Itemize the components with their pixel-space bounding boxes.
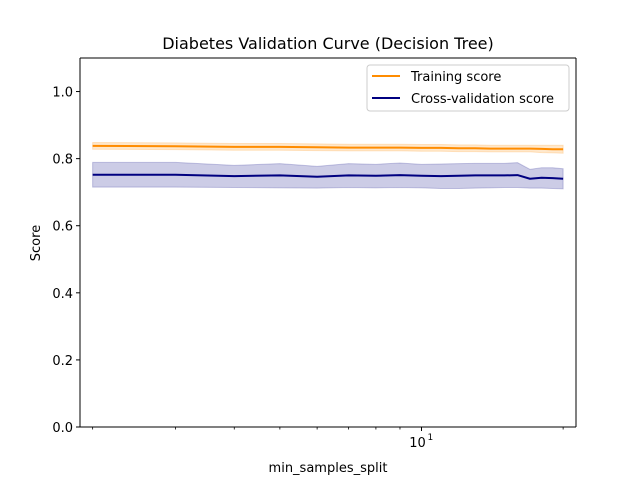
y-axis-label: Score	[29, 225, 44, 261]
chart-title: Diabetes Validation Curve (Decision Tree…	[162, 34, 494, 53]
legend-frame	[366, 64, 570, 112]
series-lines	[92, 144, 564, 180]
x-tick-label: 10	[409, 436, 426, 451]
axes	[79, 57, 577, 428]
x-tick-exponent: 1	[428, 433, 434, 443]
y-tick-label: 0.2	[52, 354, 73, 369]
training-score-line	[92, 144, 564, 151]
y-tick-label: 0.0	[52, 421, 73, 436]
x-axis-label: min_samples_split	[269, 461, 388, 476]
legend-label-training-score: Training score	[410, 70, 501, 85]
y-tick-label: 1.0	[52, 86, 73, 101]
y-tick-label: 0.4	[52, 287, 73, 302]
legend-label-cross-validation-score: Cross-validation score	[411, 92, 554, 107]
legend: Training score Cross-validation score	[366, 64, 570, 112]
cross-validation-score-line	[92, 173, 564, 180]
y-tick-label: 0.8	[52, 153, 73, 168]
y-tick-label: 0.6	[52, 220, 73, 235]
axis-ticks: 0.0 0.2 0.4 0.6 0.8 1.0 10 1	[52, 86, 564, 451]
